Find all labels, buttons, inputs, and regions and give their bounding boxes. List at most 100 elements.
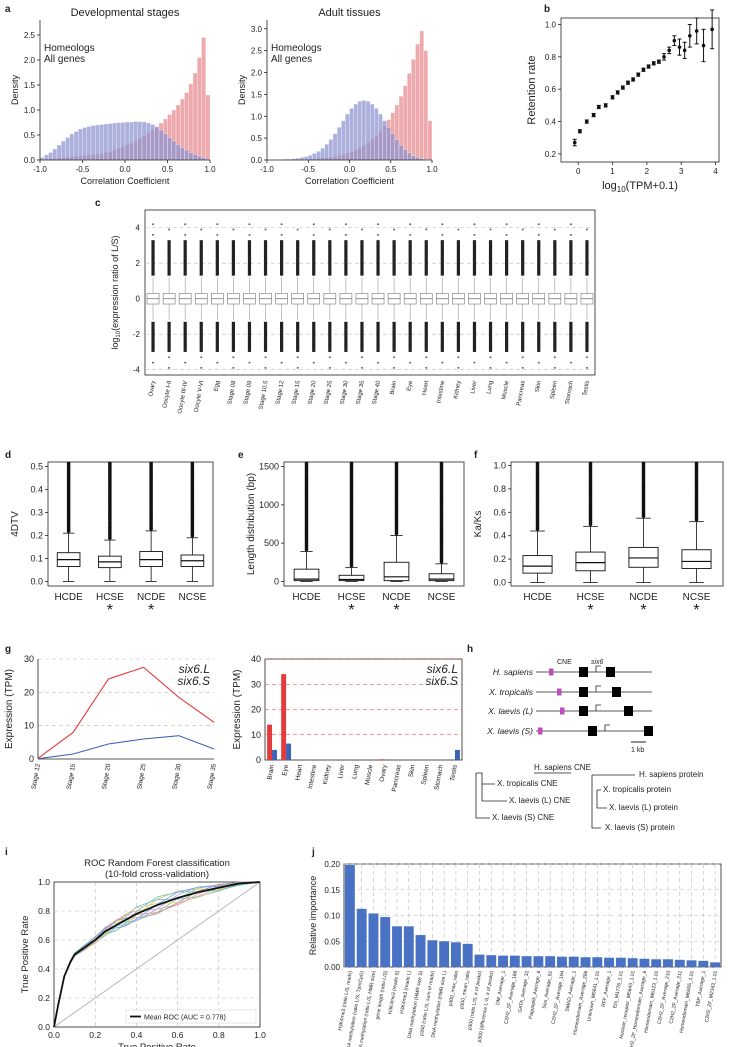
x-tick-label: HCSE	[338, 592, 366, 603]
x-tick-label: 0.0	[344, 165, 356, 174]
importance-bar	[533, 956, 544, 967]
y-tick-label: 1.0	[493, 461, 506, 471]
importance-bar	[674, 959, 685, 967]
x-tick-label: p300_mean_ratio	[459, 970, 472, 1010]
x-tick-label: NCSE	[178, 592, 206, 603]
cne-box	[549, 668, 554, 676]
hist-bar	[398, 144, 404, 161]
x-tick-label: -1.0	[260, 165, 274, 174]
outliers-low	[312, 321, 316, 352]
hist-bar	[332, 133, 338, 161]
outlier	[152, 223, 155, 226]
y-tick-label: 0.4	[545, 118, 557, 127]
outlier	[152, 361, 155, 364]
outlier	[360, 228, 363, 231]
hist-bar	[112, 122, 117, 161]
outlier	[585, 366, 588, 369]
outlier	[344, 361, 347, 364]
y-tick-label: 0.00	[324, 963, 340, 972]
outlier	[585, 228, 588, 231]
cne-box	[560, 707, 565, 715]
outlier	[312, 223, 315, 226]
tree2-leaf: X. tropicalis protein	[603, 785, 671, 794]
data-point	[662, 55, 666, 59]
outliers-low	[392, 321, 396, 352]
hist-bar	[154, 126, 160, 161]
x-tick-label: Sox_Average_91	[542, 970, 555, 1009]
hist-bar	[345, 113, 350, 161]
outliers-low	[408, 321, 412, 352]
x-tick-label: TBP_Average_1	[695, 970, 707, 1007]
outlier	[441, 361, 444, 364]
outliers-high	[569, 240, 573, 276]
x-tick-label: Liver	[337, 763, 346, 779]
hist-bar	[394, 139, 400, 161]
y-tick-label: 0.0	[251, 156, 263, 165]
outlier	[505, 233, 508, 236]
y-tick-label: 1500	[259, 462, 279, 472]
x-tick-label: Spleen	[550, 380, 559, 399]
x-axis-label: Correlation Coefficient	[81, 176, 170, 186]
legend-homeologs: Homeologs	[271, 43, 322, 54]
panel-letter-e: e	[238, 450, 244, 461]
hist-bar	[390, 133, 396, 161]
box	[428, 573, 455, 582]
x-tick-label: 0.0	[48, 1030, 60, 1040]
label-rest: (TPM+0.1)	[626, 180, 678, 192]
x-tick-label: Heart	[294, 764, 304, 781]
hist-bar	[188, 152, 194, 161]
importance-bar	[627, 958, 638, 967]
plot-frame	[144, 209, 596, 376]
label-part: log	[110, 338, 120, 350]
outlier	[473, 223, 476, 226]
outlier	[190, 461, 195, 466]
outliers-high	[215, 240, 219, 276]
y-tick-label: 0.8	[545, 53, 557, 62]
outlier	[425, 356, 428, 359]
importance-bar	[344, 865, 355, 967]
x-tick-label: 1.0	[204, 165, 216, 174]
importance-bar	[356, 908, 367, 967]
outlier	[489, 366, 492, 369]
significance-star: *	[107, 602, 113, 619]
exon-box	[644, 726, 653, 736]
x-tick-label: 0.2	[89, 1030, 101, 1040]
hist-bar	[65, 137, 70, 161]
x-tick-label: NCSE	[683, 592, 711, 603]
x-tick-label: Stage 30	[171, 763, 182, 790]
x-tick-label: Unknown_M5641_1.01	[586, 970, 601, 1022]
data-point	[667, 48, 671, 53]
hist-bar	[324, 144, 330, 161]
exon-box	[579, 667, 588, 677]
importance-bar	[427, 940, 438, 967]
outliers-high	[408, 240, 412, 276]
outlier	[394, 461, 399, 466]
x-tick-label: DM_Average_1	[495, 970, 507, 1005]
hist-bar	[374, 108, 379, 161]
y-tick-label: 0.2	[545, 150, 557, 159]
outlier	[232, 228, 235, 231]
tss-arrow	[595, 665, 601, 672]
x-tick-label: 0.0	[119, 165, 131, 174]
x-tick-label: HCSE	[577, 592, 605, 603]
outlier	[409, 361, 412, 364]
tree1-leaf: X. laevis (L) CNE	[509, 796, 570, 805]
importance-bar	[639, 958, 650, 967]
y-tick-label: 20	[24, 687, 34, 697]
y-tick-label: 40	[251, 654, 261, 664]
importance-bar	[415, 935, 426, 967]
outliers-high	[376, 240, 380, 276]
outliers-high	[280, 240, 284, 276]
y-axis-label: True Positive Rate	[20, 916, 31, 994]
x-tick-label: Lung	[351, 764, 360, 780]
outliers-high	[328, 240, 332, 276]
outlier	[200, 228, 203, 231]
y-tick-label: 2.0	[251, 69, 263, 78]
outliers-high	[247, 240, 252, 276]
y-tick-label: 0.2	[38, 993, 50, 1003]
x-tick-label: GATA_Average_32	[517, 970, 530, 1013]
y-tick-label: 2.5	[24, 31, 36, 40]
importance-bar	[521, 956, 532, 967]
y-tick-label: 0.8	[493, 484, 506, 494]
panel-letter-f: f	[474, 450, 478, 461]
